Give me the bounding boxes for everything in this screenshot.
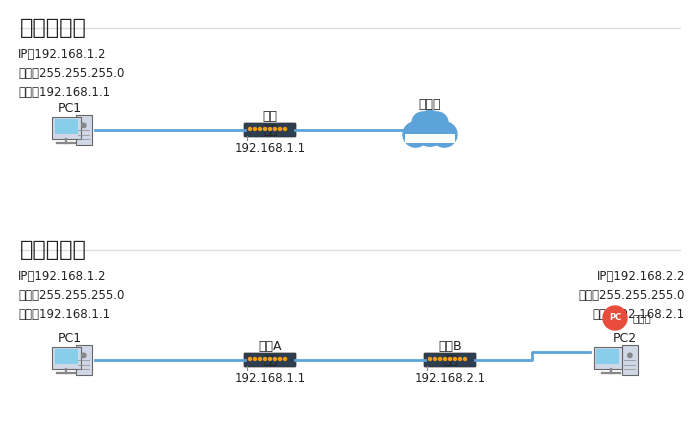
Text: PC1: PC1 bbox=[58, 332, 82, 345]
Text: 路由: 路由 bbox=[262, 110, 277, 123]
Text: 网关
192.168.2.1: 网关 192.168.2.1 bbox=[414, 354, 486, 385]
Circle shape bbox=[263, 357, 267, 360]
Circle shape bbox=[258, 357, 262, 360]
Circle shape bbox=[603, 306, 627, 330]
Circle shape bbox=[269, 357, 272, 360]
Circle shape bbox=[253, 128, 256, 130]
Circle shape bbox=[248, 128, 251, 130]
FancyBboxPatch shape bbox=[52, 347, 80, 369]
Circle shape bbox=[428, 357, 431, 360]
Text: IP：192.168.2.2
掩码：255.255.255.0
网关：192.168.2.1: IP：192.168.2.2 掩码：255.255.255.0 网关：192.1… bbox=[579, 270, 685, 321]
Circle shape bbox=[438, 357, 442, 360]
Circle shape bbox=[444, 357, 447, 360]
Text: PC1: PC1 bbox=[58, 102, 82, 115]
Text: 路由B: 路由B bbox=[438, 340, 462, 353]
FancyBboxPatch shape bbox=[76, 344, 92, 376]
Circle shape bbox=[82, 123, 86, 128]
FancyBboxPatch shape bbox=[55, 349, 78, 364]
Circle shape bbox=[258, 128, 262, 130]
Circle shape bbox=[421, 110, 439, 128]
FancyBboxPatch shape bbox=[244, 123, 296, 137]
Circle shape bbox=[628, 353, 632, 358]
FancyBboxPatch shape bbox=[424, 353, 476, 367]
Circle shape bbox=[279, 357, 281, 360]
Circle shape bbox=[463, 357, 466, 360]
Circle shape bbox=[284, 128, 286, 130]
Circle shape bbox=[274, 357, 276, 360]
Circle shape bbox=[432, 122, 457, 147]
FancyBboxPatch shape bbox=[622, 344, 638, 376]
Circle shape bbox=[263, 128, 267, 130]
Circle shape bbox=[454, 357, 456, 360]
Circle shape bbox=[449, 357, 452, 360]
Text: 中文网: 中文网 bbox=[633, 313, 652, 323]
Text: 互联网: 互联网 bbox=[419, 98, 441, 111]
Text: 网关
192.168.1.1: 网关 192.168.1.1 bbox=[234, 354, 306, 385]
FancyBboxPatch shape bbox=[55, 119, 78, 134]
FancyBboxPatch shape bbox=[594, 347, 622, 369]
Text: IP：192.168.1.2
掩码：255.255.255.0
网关：192.168.1.1: IP：192.168.1.2 掩码：255.255.255.0 网关：192.1… bbox=[18, 270, 125, 321]
FancyBboxPatch shape bbox=[244, 353, 296, 367]
Text: PC: PC bbox=[609, 313, 621, 323]
Text: 局域网互联: 局域网互联 bbox=[20, 240, 87, 260]
Text: 网关
192.168.1.1: 网关 192.168.1.1 bbox=[234, 124, 306, 155]
Text: 路由A: 路由A bbox=[258, 340, 281, 353]
Circle shape bbox=[414, 114, 446, 146]
Circle shape bbox=[279, 128, 281, 130]
Circle shape bbox=[458, 357, 461, 360]
FancyBboxPatch shape bbox=[76, 115, 92, 146]
Circle shape bbox=[412, 112, 433, 134]
Circle shape bbox=[284, 357, 286, 360]
Circle shape bbox=[82, 353, 86, 358]
Circle shape bbox=[403, 122, 428, 147]
Circle shape bbox=[248, 357, 251, 360]
Circle shape bbox=[269, 128, 272, 130]
Circle shape bbox=[274, 128, 276, 130]
Text: 广域网互联: 广域网互联 bbox=[20, 18, 87, 38]
FancyBboxPatch shape bbox=[405, 134, 455, 142]
FancyBboxPatch shape bbox=[596, 349, 620, 364]
Text: IP：192.168.1.2
掩码：255.255.255.0
网关：192.168.1.1: IP：192.168.1.2 掩码：255.255.255.0 网关：192.1… bbox=[18, 48, 125, 99]
Circle shape bbox=[433, 357, 437, 360]
Circle shape bbox=[253, 357, 256, 360]
Text: PC2: PC2 bbox=[613, 332, 637, 345]
FancyBboxPatch shape bbox=[52, 117, 80, 139]
Circle shape bbox=[426, 112, 448, 134]
